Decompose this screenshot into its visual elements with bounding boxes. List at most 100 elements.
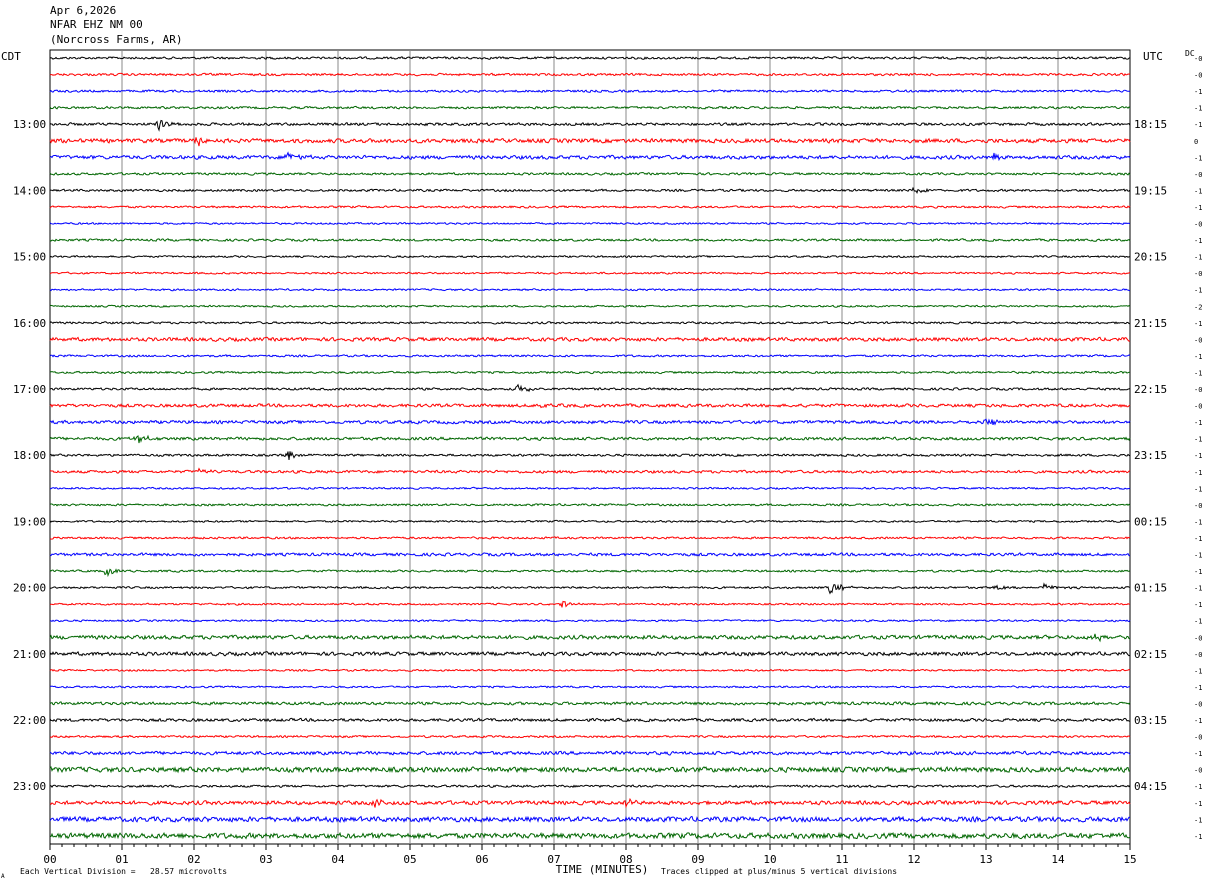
trace-row xyxy=(49,451,1131,460)
trace-row xyxy=(49,750,1131,756)
dc-offset-label: 0 xyxy=(1194,138,1198,146)
clip-note: Traces clipped at plus/minus 5 vertical … xyxy=(661,867,898,876)
dc-offset-label: -1 xyxy=(1194,254,1202,262)
dc-offset-label: -1 xyxy=(1194,552,1202,560)
trace-row xyxy=(49,619,1131,623)
trace-row xyxy=(49,171,1131,176)
left-hour-label: 14:00 xyxy=(13,184,46,197)
left-hour-label: 22:00 xyxy=(13,714,46,727)
x-tick-label: 09 xyxy=(691,853,704,866)
trace-row xyxy=(49,336,1131,343)
trace-row xyxy=(49,402,1131,409)
trace-row xyxy=(49,137,1131,147)
station-location: (Norcross Farms, AR) xyxy=(50,33,183,46)
trace-row xyxy=(50,831,1131,840)
dc-offset-label: -0 xyxy=(1194,403,1202,411)
trace-row xyxy=(49,255,1131,259)
left-hour-label: 18:00 xyxy=(13,449,46,462)
trace-row xyxy=(49,354,1131,358)
dc-offset-label: -0 xyxy=(1194,767,1202,775)
trace-row xyxy=(49,519,1130,523)
trace-row xyxy=(49,205,1131,209)
dc-offset-label: -1 xyxy=(1194,618,1202,626)
dc-offset-label: -2 xyxy=(1194,303,1202,311)
dc-offset-label: -1 xyxy=(1194,783,1202,791)
scale-note: Each Vertical Division = 28.57 microvolt… xyxy=(20,867,228,876)
x-tick-label: 00 xyxy=(43,853,56,866)
right-hour-label: 00:15 xyxy=(1134,515,1167,528)
trace-row xyxy=(49,633,1131,643)
x-tick-label: 13 xyxy=(979,853,992,866)
dc-offset-label: -0 xyxy=(1194,336,1202,344)
station-code: NFAR EHZ NM 00 xyxy=(50,18,143,31)
x-tick-label: 15 xyxy=(1123,853,1136,866)
dc-offset-label: -0 xyxy=(1194,386,1202,394)
left-hour-label: 19:00 xyxy=(13,515,46,528)
dc-offset-label: -1 xyxy=(1194,717,1202,725)
trace-row xyxy=(49,288,1131,292)
trace-row xyxy=(49,685,1130,689)
dc-offset-label: -1 xyxy=(1194,452,1202,460)
trace-row xyxy=(49,383,1131,393)
dc-column-title: DC xyxy=(1185,49,1195,58)
dc-offset-label: -1 xyxy=(1194,204,1202,212)
dc-offset-label: -1 xyxy=(1194,88,1202,96)
trace-row xyxy=(49,56,1131,60)
plot-frame xyxy=(49,49,1131,845)
dc-offset-label: -0 xyxy=(1194,221,1202,229)
dc-offset-label: -1 xyxy=(1194,800,1202,808)
x-tick-label: 08 xyxy=(619,853,632,866)
dc-offset-label: -1 xyxy=(1194,833,1202,841)
dc-offset-label: -1 xyxy=(1194,816,1202,824)
dc-offset-label: -1 xyxy=(1194,287,1202,295)
x-tick-label: 04 xyxy=(331,853,345,866)
trace-row xyxy=(49,486,1131,490)
trace-row xyxy=(49,72,1131,77)
trace-row xyxy=(49,119,1131,132)
right-hour-label: 02:15 xyxy=(1134,648,1167,661)
trace-row xyxy=(49,600,1131,608)
dc-offset-label: -1 xyxy=(1194,187,1202,195)
trace-row xyxy=(49,734,1131,739)
dc-offset-label: -1 xyxy=(1194,535,1202,543)
trace-row xyxy=(49,668,1131,672)
right-hour-label: 20:15 xyxy=(1134,251,1167,264)
x-tick-label: 12 xyxy=(907,853,920,866)
x-tick-label: 10 xyxy=(763,853,776,866)
dc-offset-label: -1 xyxy=(1194,667,1202,675)
trace-row xyxy=(49,271,1131,275)
trace-row xyxy=(49,186,1131,194)
trace-row xyxy=(49,151,1131,162)
trace-row xyxy=(49,238,1131,242)
trace-row xyxy=(49,105,1131,110)
corner-mark: A xyxy=(1,873,5,880)
x-tick-label: 14 xyxy=(1051,853,1065,866)
dc-offset-label: -1 xyxy=(1194,105,1202,113)
dc-offset-label: -1 xyxy=(1194,154,1202,162)
dc-offset-label: -1 xyxy=(1194,518,1202,526)
left-hour-label: 21:00 xyxy=(13,648,46,661)
left-hour-label: 13:00 xyxy=(13,118,46,131)
right-hour-label: 18:15 xyxy=(1134,118,1167,131)
trace-row xyxy=(49,503,1131,507)
dc-offset-label: -0 xyxy=(1194,72,1202,80)
left-hour-label: 20:00 xyxy=(13,582,46,595)
dc-offset-label: -1 xyxy=(1194,237,1202,245)
dc-offset-label: -0 xyxy=(1194,55,1202,63)
dc-offset-label: -1 xyxy=(1194,601,1202,609)
trace-row xyxy=(49,766,1131,774)
trace-row xyxy=(49,536,1131,540)
dc-offset-label: -1 xyxy=(1194,369,1202,377)
dc-offset-label: -0 xyxy=(1194,651,1202,659)
dc-offset-label: -1 xyxy=(1194,353,1202,361)
x-tick-label: 07 xyxy=(547,853,560,866)
left-hour-label: 15:00 xyxy=(13,251,46,264)
trace-row xyxy=(49,467,1131,474)
trace-row xyxy=(49,304,1131,308)
x-tick-label: 02 xyxy=(187,853,200,866)
right-axis-title: UTC xyxy=(1143,50,1163,63)
dc-offset-label: -1 xyxy=(1194,121,1202,129)
dc-offset-label: -0 xyxy=(1194,734,1202,742)
x-tick-label: 06 xyxy=(475,853,488,866)
